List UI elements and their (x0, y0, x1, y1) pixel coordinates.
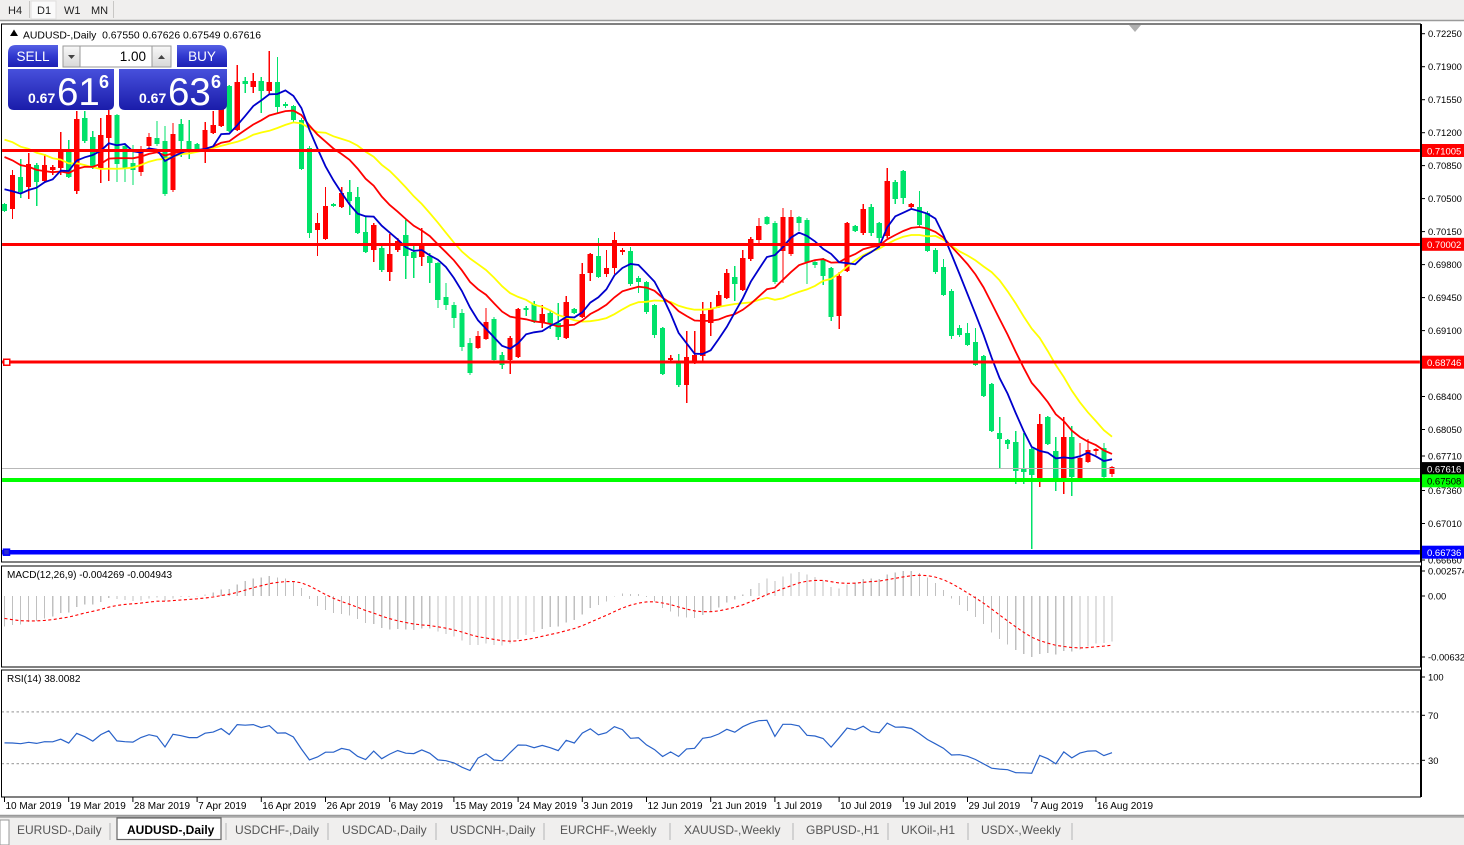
svg-text:29 Jul 2019: 29 Jul 2019 (969, 801, 1021, 812)
svg-text:21 Jun 2019: 21 Jun 2019 (712, 801, 767, 812)
svg-text:28 Mar 2019: 28 Mar 2019 (134, 801, 191, 812)
svg-text:H4: H4 (8, 5, 22, 17)
svg-text:100: 100 (1428, 672, 1444, 683)
svg-text:0.70150: 0.70150 (1428, 226, 1462, 237)
svg-text:12 Jun 2019: 12 Jun 2019 (648, 801, 703, 812)
svg-text:6 May 2019: 6 May 2019 (391, 801, 444, 812)
svg-text:0.71200: 0.71200 (1428, 127, 1462, 138)
svg-text:19 Jul 2019: 19 Jul 2019 (904, 801, 956, 812)
svg-text:0.66736: 0.66736 (1427, 548, 1461, 559)
svg-text:SELL: SELL (16, 49, 50, 64)
svg-text:70: 70 (1428, 710, 1438, 721)
svg-text:0.69450: 0.69450 (1428, 292, 1462, 303)
svg-text:EURUSD-,Daily: EURUSD-,Daily (17, 823, 102, 837)
svg-text:15 May 2019: 15 May 2019 (455, 801, 513, 812)
svg-text:0.68746: 0.68746 (1427, 358, 1461, 369)
svg-text:16 Aug 2019: 16 Aug 2019 (1097, 801, 1154, 812)
svg-text:0.68400: 0.68400 (1428, 391, 1462, 402)
svg-text:XAUUSD-,Weekly: XAUUSD-,Weekly (684, 823, 780, 837)
svg-text:0.00: 0.00 (1428, 591, 1446, 602)
svg-text:0.67: 0.67 (139, 90, 166, 106)
svg-text:AUDUSD-,Daily 0.67550 0.67626: AUDUSD-,Daily 0.67550 0.67626 0.67549 0.… (23, 31, 261, 42)
svg-text:0.66660: 0.66660 (1428, 555, 1462, 566)
svg-text:30: 30 (1428, 755, 1438, 766)
svg-text:GBPUSD-,H1: GBPUSD-,H1 (806, 823, 880, 837)
svg-text:0.72250: 0.72250 (1428, 28, 1462, 39)
svg-text:0.69800: 0.69800 (1428, 259, 1462, 270)
svg-text:W1: W1 (64, 5, 81, 17)
svg-text:7 Apr 2019: 7 Apr 2019 (198, 801, 247, 812)
svg-text:24 May 2019: 24 May 2019 (519, 801, 577, 812)
svg-text:0.70002: 0.70002 (1427, 240, 1461, 251)
svg-text:1.00: 1.00 (120, 49, 146, 64)
svg-text:19 Mar 2019: 19 Mar 2019 (70, 801, 127, 812)
svg-text:USDCAD-,Daily: USDCAD-,Daily (342, 823, 427, 837)
svg-text:0.69100: 0.69100 (1428, 325, 1462, 336)
svg-text:0.67616: 0.67616 (1427, 464, 1461, 475)
svg-text:0.71005: 0.71005 (1427, 146, 1461, 157)
svg-text:0.71550: 0.71550 (1428, 94, 1462, 105)
svg-text:0.002574: 0.002574 (1428, 566, 1464, 577)
svg-text:USDCHF-,Daily: USDCHF-,Daily (235, 823, 319, 837)
svg-text:RSI(14) 38.0082: RSI(14) 38.0082 (7, 674, 81, 685)
svg-text:0.67: 0.67 (28, 90, 55, 106)
svg-text:USDX-,Weekly: USDX-,Weekly (981, 823, 1061, 837)
svg-text:0.70500: 0.70500 (1428, 193, 1462, 204)
svg-text:0.71900: 0.71900 (1428, 61, 1462, 72)
svg-text:6: 6 (99, 72, 109, 92)
svg-text:UKOil-,H1: UKOil-,H1 (901, 823, 955, 837)
svg-text:-0.006326: -0.006326 (1428, 652, 1464, 663)
svg-text:0.70850: 0.70850 (1428, 160, 1462, 171)
svg-text:MN: MN (91, 5, 108, 17)
svg-text:EURCHF-,Weekly: EURCHF-,Weekly (560, 823, 656, 837)
svg-text:MACD(12,26,9) -0.004269 -0.004: MACD(12,26,9) -0.004269 -0.004943 (7, 570, 173, 581)
svg-text:0.68050: 0.68050 (1428, 424, 1462, 435)
svg-text:USDCNH-,Daily: USDCNH-,Daily (450, 823, 535, 837)
svg-text:AUDUSD-,Daily: AUDUSD-,Daily (127, 823, 215, 837)
svg-text:3 Jun 2019: 3 Jun 2019 (583, 801, 633, 812)
svg-text:16 Apr 2019: 16 Apr 2019 (262, 801, 316, 812)
svg-text:BUY: BUY (188, 49, 216, 64)
svg-text:1 Jul 2019: 1 Jul 2019 (776, 801, 823, 812)
svg-text:7 Aug 2019: 7 Aug 2019 (1033, 801, 1084, 812)
svg-text:10 Mar 2019: 10 Mar 2019 (6, 801, 63, 812)
svg-text:D1: D1 (37, 5, 51, 17)
svg-text:0.67508: 0.67508 (1427, 477, 1461, 488)
svg-text:0.67710: 0.67710 (1428, 451, 1462, 462)
svg-text:0.67010: 0.67010 (1428, 518, 1462, 529)
svg-text:61: 61 (57, 71, 100, 114)
svg-text:0.67360: 0.67360 (1428, 485, 1462, 496)
svg-text:6: 6 (211, 72, 221, 92)
svg-text:10 Jul 2019: 10 Jul 2019 (840, 801, 892, 812)
svg-text:26 Apr 2019: 26 Apr 2019 (327, 801, 381, 812)
svg-text:63: 63 (168, 71, 211, 114)
